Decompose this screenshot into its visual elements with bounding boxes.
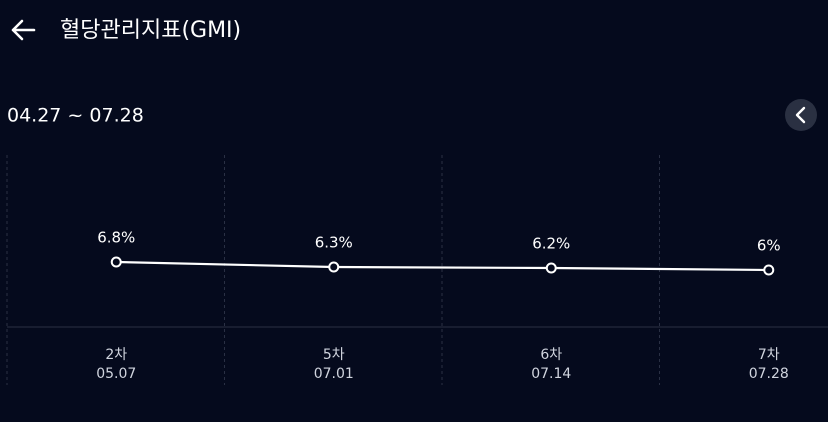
data-point: [545, 262, 557, 274]
x-tick-label: 2차: [105, 347, 127, 363]
x-tick-label: 6차: [540, 347, 562, 363]
data-point: [328, 261, 340, 273]
value-label: 6.3%: [315, 234, 353, 252]
back-button[interactable]: [11, 19, 36, 41]
previous-range-button[interactable]: [785, 99, 817, 131]
back-arrow-icon[interactable]: [11, 19, 36, 41]
x-tick-label: 7차: [758, 347, 780, 363]
x-tick-date: 07.01: [314, 366, 354, 382]
data-point: [110, 256, 122, 268]
chevron-icon[interactable]: [795, 106, 806, 124]
value-label: 6.8%: [97, 229, 135, 247]
data-line: [116, 260, 769, 272]
value-label: 6%: [757, 237, 781, 255]
previous-button-bg[interactable]: [785, 99, 817, 131]
x-tick-label: 5차: [323, 347, 345, 363]
x-tick-date: 07.14: [531, 366, 571, 382]
x-tick-date: 07.28: [749, 366, 789, 382]
page-title: 혈당관리지표(GMI): [60, 18, 241, 43]
value-label: 6.2%: [532, 235, 570, 253]
x-tick-date: 05.07: [96, 366, 136, 382]
data-point: [763, 264, 775, 276]
chart: 6.8% 6.3% 6.2% 6% 2차 05.07 5차 07.01 6차 07.14 7차 07.…: [6, 155, 828, 385]
date-range: 04.27 ~ 07.28: [7, 105, 144, 127]
